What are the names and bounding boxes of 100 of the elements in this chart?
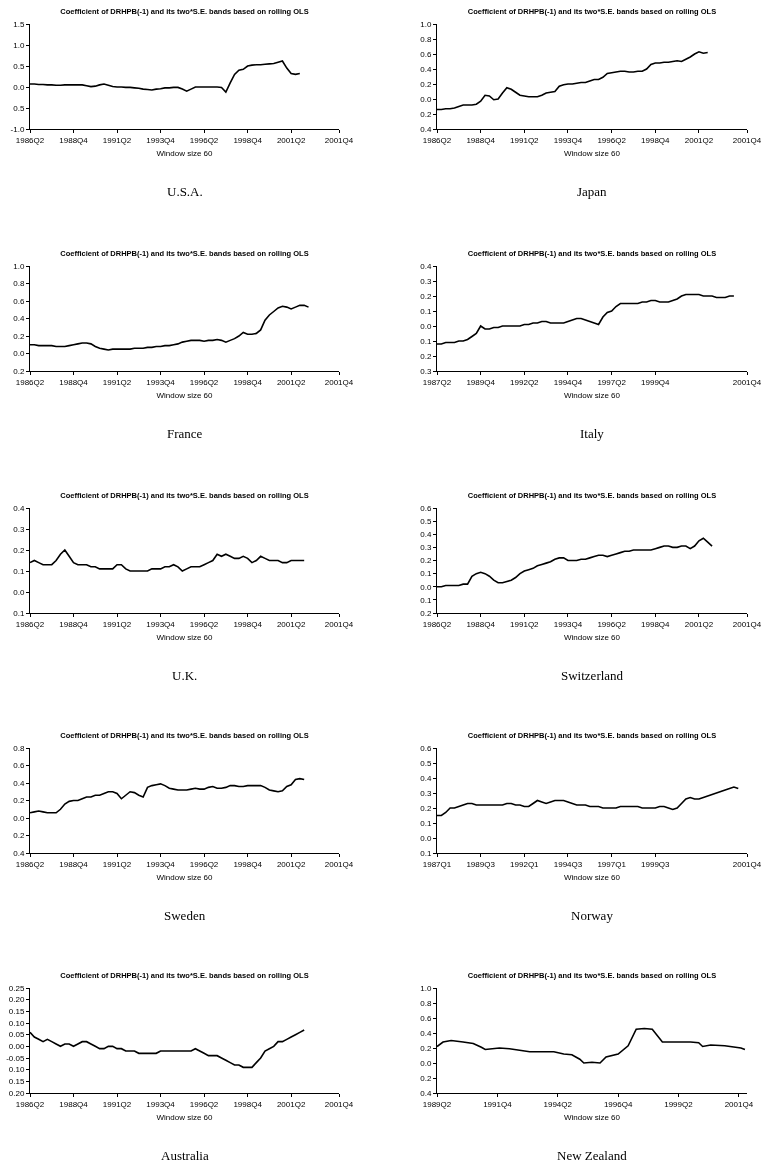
x-tick-label: 2001Q2 bbox=[276, 1099, 306, 1109]
x-tick-label: 1989Q3 bbox=[466, 859, 496, 869]
x-tick-label: 2001Q2 bbox=[684, 619, 714, 629]
x-tick-label: 1993Q4 bbox=[553, 135, 583, 145]
y-tick-label: 0.2 bbox=[13, 831, 25, 841]
x-tick-label: 2001Q4 bbox=[324, 619, 354, 629]
x-tick-label: 2001Q4 bbox=[324, 1099, 354, 1109]
x-tick-label: 2001Q2 bbox=[276, 859, 306, 869]
y-tick-label: 0.2 bbox=[420, 351, 432, 361]
y-tick-label: 0.5 bbox=[420, 516, 432, 526]
x-tick-label: 2001Q4 bbox=[732, 859, 762, 869]
y-tick-label: 0.2 bbox=[420, 79, 432, 89]
x-tick-label: 1996Q2 bbox=[189, 859, 219, 869]
x-axis-title: Window size 60 bbox=[156, 390, 214, 400]
x-tick-label: 1996Q2 bbox=[597, 619, 627, 629]
x-axis-title: Window size 60 bbox=[563, 632, 621, 642]
x-tick-label: 1998Q4 bbox=[233, 135, 263, 145]
y-tick-label: 0.0 bbox=[13, 813, 25, 823]
y-tick-label: 0.6 bbox=[420, 49, 432, 59]
text: Australia bbox=[161, 1148, 209, 1163]
x-tick-label: 2001Q2 bbox=[276, 619, 306, 629]
y-tick-label: 0.0 bbox=[420, 833, 432, 843]
y-tick-label: 0.15 bbox=[8, 1077, 25, 1087]
x-tick-label: 1988Q4 bbox=[59, 377, 89, 387]
x-tick-label: 1993Q4 bbox=[553, 619, 583, 629]
x-tick-label: 1987Q1 bbox=[422, 859, 452, 869]
y-tick-label: 0.2 bbox=[420, 556, 432, 566]
x-tick-label: 1994Q4 bbox=[553, 377, 583, 387]
text: France bbox=[167, 426, 203, 441]
x-tick-label: 1999Q2 bbox=[664, 1099, 694, 1109]
y-tick-label: 0.4 bbox=[420, 530, 432, 540]
x-tick-label: 1993Q4 bbox=[146, 859, 176, 869]
x-tick-label: 1998Q4 bbox=[641, 135, 671, 145]
y-tick-label: 0.2 bbox=[420, 109, 432, 119]
y-tick-label: 0.1 bbox=[420, 818, 432, 828]
y-tick-label: 0.0 bbox=[420, 1058, 432, 1068]
x-tick-label: 1991Q2 bbox=[102, 135, 132, 145]
y-tick-label: 0.3 bbox=[420, 543, 432, 553]
x-tick-label: 1997Q2 bbox=[597, 377, 627, 387]
x-tick-label: 1996Q2 bbox=[189, 1099, 219, 1109]
x-tick-label: 1994Q3 bbox=[553, 859, 583, 869]
y-tick-label: 0.8 bbox=[13, 743, 25, 753]
y-tick-label: 0.3 bbox=[420, 276, 432, 286]
x-tick-label: 1988Q4 bbox=[59, 135, 89, 145]
y-tick-label: 0.20 bbox=[8, 1088, 25, 1098]
y-tick-label: 1.0 bbox=[13, 261, 25, 271]
y-tick-label: 0.1 bbox=[420, 595, 432, 605]
y-tick-label: 0.0 bbox=[420, 321, 432, 331]
y-tick-label: 0.4 bbox=[420, 64, 432, 74]
x-axis-title: Window size 60 bbox=[156, 148, 214, 158]
x-tick-label: 1993Q4 bbox=[146, 377, 176, 387]
x-tick-label: 2001Q4 bbox=[732, 135, 762, 145]
y-tick-label: 0.2 bbox=[420, 1073, 432, 1083]
x-tick-label: 1991Q2 bbox=[102, 859, 132, 869]
x-tick-label: 2001Q4 bbox=[324, 377, 354, 387]
y-tick-label: 0.8 bbox=[420, 34, 432, 44]
x-tick-label: 1996Q2 bbox=[597, 135, 627, 145]
y-tick-label: 0.2 bbox=[420, 1043, 432, 1053]
x-tick-label: 1996Q2 bbox=[189, 135, 219, 145]
x-tick-label: 2001Q4 bbox=[732, 377, 762, 387]
x-tick-label: 1991Q4 bbox=[483, 1099, 513, 1109]
y-tick-label: 0.8 bbox=[13, 279, 25, 289]
y-tick-label: 1.0 bbox=[420, 983, 432, 993]
x-axis-title: Window size 60 bbox=[156, 632, 214, 642]
y-tick-label: 0.1 bbox=[420, 336, 432, 346]
y-tick-label: 0.3 bbox=[420, 788, 432, 798]
y-tick-label: 0.0 bbox=[420, 94, 432, 104]
y-tick-label: 0.8 bbox=[420, 998, 432, 1008]
x-tick-label: 1996Q4 bbox=[603, 1099, 633, 1109]
y-tick-label: 0.6 bbox=[420, 743, 432, 753]
x-tick-label: 1997Q1 bbox=[597, 859, 627, 869]
x-tick-label: 1991Q2 bbox=[102, 1099, 132, 1109]
x-axis-title: Window size 60 bbox=[156, 872, 214, 882]
x-tick-label: 1999Q3 bbox=[641, 859, 671, 869]
text: Sweden bbox=[164, 908, 206, 923]
y-tick-label: 0.4 bbox=[420, 261, 432, 271]
x-tick-label: 1998Q4 bbox=[641, 619, 671, 629]
x-tick-label: 2001Q4 bbox=[324, 859, 354, 869]
y-tick-label: 0.20 bbox=[8, 995, 25, 1005]
x-tick-label: 1986Q2 bbox=[15, 135, 45, 145]
y-tick-label: 0.6 bbox=[420, 1013, 432, 1023]
y-tick-label: 0.0 bbox=[13, 587, 25, 597]
x-tick-label: 1992Q2 bbox=[510, 377, 540, 387]
y-tick-label: 0.2 bbox=[13, 366, 25, 376]
x-tick-label: 1986Q2 bbox=[422, 619, 452, 629]
y-tick-label: 0.1 bbox=[13, 608, 25, 618]
y-tick-label: 0.5 bbox=[420, 758, 432, 768]
y-tick-label: 1.0 bbox=[13, 40, 25, 50]
x-tick-label: 1988Q4 bbox=[59, 859, 89, 869]
y-tick-label: 0.3 bbox=[420, 366, 432, 376]
x-tick-label: 1994Q2 bbox=[543, 1099, 573, 1109]
x-tick-label: 1986Q2 bbox=[15, 1099, 45, 1109]
x-tick-label: 1998Q4 bbox=[233, 619, 263, 629]
y-tick-label: 0.2 bbox=[420, 803, 432, 813]
y-tick-label: -1.0 bbox=[10, 124, 25, 134]
y-tick-label: 0.6 bbox=[13, 296, 25, 306]
y-tick-label: 1.0 bbox=[420, 19, 432, 29]
y-tick-label: 0.4 bbox=[13, 778, 25, 788]
y-tick-label: 0.4 bbox=[13, 848, 25, 858]
x-tick-label: 2001Q4 bbox=[724, 1099, 754, 1109]
